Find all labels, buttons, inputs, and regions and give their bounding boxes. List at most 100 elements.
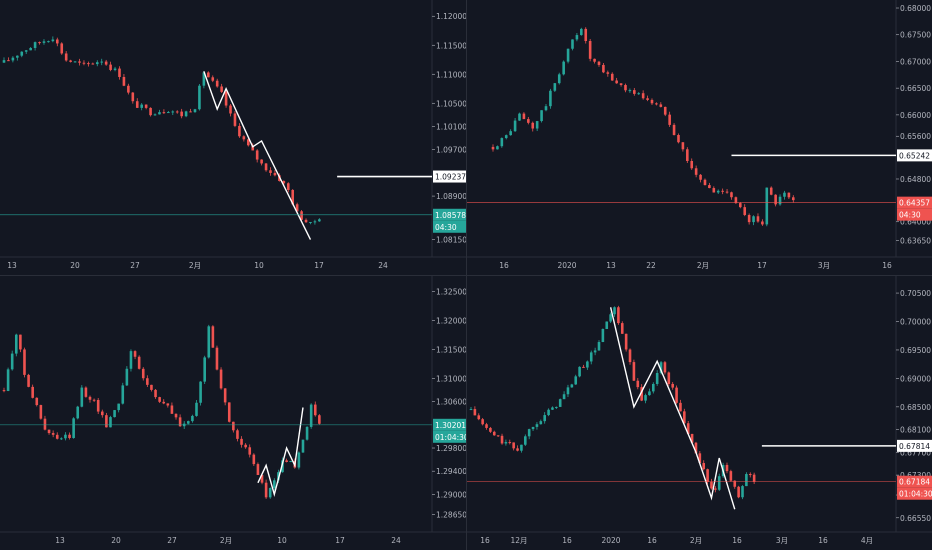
candle-body[interactable]	[211, 77, 215, 81]
candle-body[interactable]	[105, 415, 108, 428]
candle-body[interactable]	[730, 192, 733, 198]
candle-body[interactable]	[648, 391, 651, 396]
candle-body[interactable]	[72, 418, 75, 439]
last-price-badge[interactable]	[897, 475, 932, 488]
candle-body[interactable]	[615, 80, 618, 84]
candle-body[interactable]	[113, 68, 117, 70]
chart-svg-bottom-right[interactable]: 0.70500 0.70000 0.69500 0.69000 0.68500 0.681…	[467, 276, 932, 550]
candle-body[interactable]	[154, 389, 157, 398]
y-tick-label[interactable]: 0.70500	[900, 289, 931, 298]
candle-body[interactable]	[737, 486, 740, 498]
candle-body[interactable]	[659, 104, 663, 107]
candle-body[interactable]	[100, 411, 104, 416]
candle-body[interactable]	[752, 474, 756, 482]
candle-body[interactable]	[24, 50, 28, 52]
candle-body[interactable]	[229, 105, 232, 114]
candle-body[interactable]	[675, 387, 678, 403]
candle-body[interactable]	[184, 111, 188, 117]
candle-body[interactable]	[500, 138, 504, 147]
candle-body[interactable]	[189, 111, 192, 113]
x-tick-label[interactable]: 2020	[557, 261, 576, 270]
x-tick-label[interactable]: 16	[499, 261, 509, 270]
candle-body[interactable]	[73, 61, 77, 63]
countdown-badge[interactable]	[897, 487, 932, 500]
candle-body[interactable]	[748, 474, 752, 476]
candle-body[interactable]	[14, 334, 18, 354]
candle-body[interactable]	[42, 41, 46, 43]
candle-body[interactable]	[291, 189, 295, 205]
pattern-zigzag-line[interactable]	[203, 71, 312, 240]
candle-body[interactable]	[792, 197, 795, 201]
candle-body[interactable]	[535, 424, 539, 427]
candle-body[interactable]	[313, 404, 317, 416]
candle-body[interactable]	[6, 369, 10, 391]
candle-body[interactable]	[273, 172, 277, 176]
candle-body[interactable]	[180, 111, 183, 117]
candle-body[interactable]	[566, 387, 570, 395]
candle-body[interactable]	[580, 28, 583, 36]
candle-body[interactable]	[289, 461, 292, 463]
candle-body[interactable]	[191, 415, 194, 422]
resistance-badge[interactable]	[897, 439, 932, 452]
x-tick-label[interactable]: 12月	[510, 536, 527, 545]
candle-body[interactable]	[633, 90, 636, 94]
candle-body[interactable]	[655, 103, 658, 105]
y-tick-label[interactable]: 0.66550	[900, 514, 931, 523]
y-tick-label[interactable]: 0.64000	[900, 218, 931, 227]
candle-body[interactable]	[562, 61, 565, 75]
candle-body[interactable]	[2, 60, 6, 63]
candle-body[interactable]	[539, 421, 543, 425]
candle-body[interactable]	[273, 480, 276, 489]
candle-body[interactable]	[531, 122, 535, 129]
countdown-badge[interactable]	[433, 430, 466, 443]
candle-body[interactable]	[756, 216, 760, 222]
candle-body[interactable]	[166, 403, 170, 406]
candle-body[interactable]	[96, 399, 100, 412]
candle-body[interactable]	[286, 183, 290, 190]
candle-body[interactable]	[309, 404, 313, 427]
candle-body[interactable]	[232, 421, 235, 431]
candle-body[interactable]	[619, 83, 623, 86]
candle-body[interactable]	[69, 60, 72, 62]
y-tick-label[interactable]: 0.69500	[900, 346, 931, 355]
resistance-label[interactable]: 0.65242	[899, 151, 930, 160]
last-price-label[interactable]: 1.30201	[435, 421, 466, 430]
y-tick-label[interactable]: 0.67300	[900, 471, 931, 480]
candle-body[interactable]	[7, 60, 10, 62]
candle-body[interactable]	[765, 187, 769, 225]
candle-body[interactable]	[690, 161, 694, 169]
candle-body[interactable]	[597, 342, 601, 351]
candle-body[interactable]	[248, 447, 252, 455]
x-tick-label[interactable]: 10	[277, 536, 287, 545]
candle-body[interactable]	[269, 170, 272, 173]
candle-body[interactable]	[246, 139, 250, 146]
y-tick-label[interactable]: 1.08900	[436, 192, 466, 201]
candle-body[interactable]	[2, 390, 6, 392]
candle-body[interactable]	[725, 191, 729, 193]
candle-body[interactable]	[694, 168, 698, 175]
candle-body[interactable]	[56, 39, 59, 44]
chart-panel-top-right[interactable]: 0.68000 0.67500 0.67000 0.66500 0.66000 0.656…	[467, 0, 932, 275]
candle-body[interactable]	[215, 80, 219, 87]
candle-body[interactable]	[522, 113, 526, 120]
candle-body[interactable]	[175, 111, 179, 113]
candle-body[interactable]	[551, 407, 554, 410]
candle-body[interactable]	[207, 72, 210, 78]
candle-body[interactable]	[686, 423, 690, 434]
x-tick-label[interactable]: 13	[7, 261, 17, 270]
pattern-zigzag-line[interactable]	[609, 307, 736, 510]
candle-body[interactable]	[264, 163, 268, 171]
y-tick-label[interactable]: 0.65600	[900, 132, 931, 141]
candle-body[interactable]	[668, 114, 671, 125]
x-tick-label[interactable]: 27	[167, 536, 177, 545]
candle-body[interactable]	[489, 427, 492, 432]
x-tick-label[interactable]: 16	[480, 536, 490, 545]
candle-body[interactable]	[752, 216, 755, 223]
candle-body[interactable]	[491, 146, 495, 150]
candle-body[interactable]	[694, 442, 698, 454]
candle-body[interactable]	[178, 417, 182, 427]
candle-body[interactable]	[167, 112, 170, 114]
candle-body[interactable]	[710, 481, 713, 489]
candle-body[interactable]	[309, 222, 312, 224]
x-tick-label[interactable]: 2020	[601, 536, 620, 545]
